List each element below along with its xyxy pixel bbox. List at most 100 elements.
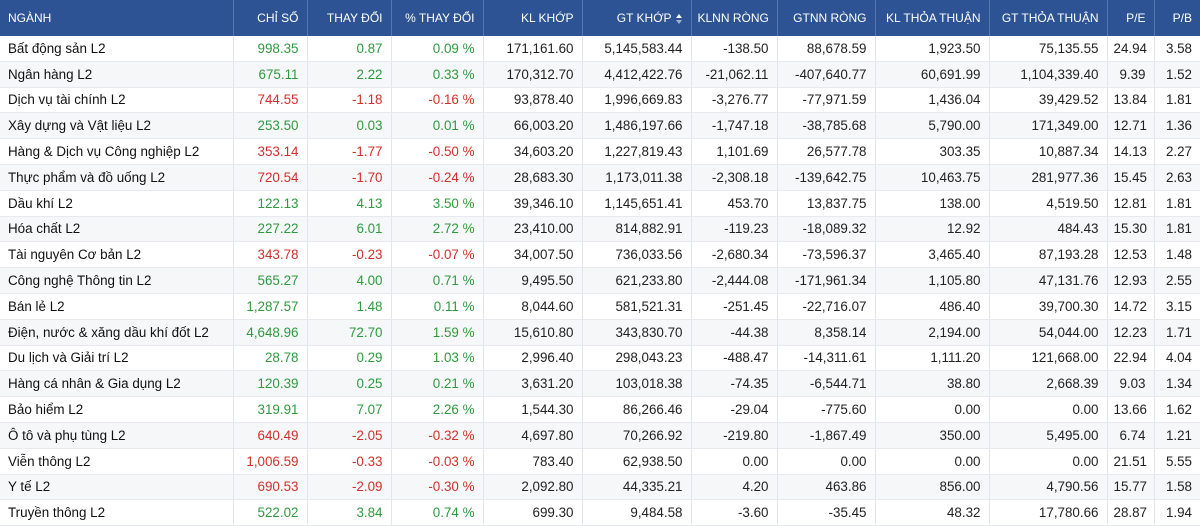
table-row[interactable]: Du lịch và Giải trí L2 28.78 0.29 1.03 % 2,9… (0, 345, 1200, 372)
cell-negotiated-volume: 303.35 (875, 138, 990, 165)
cell-foreign-net-value: -18,089.32 (777, 216, 876, 243)
cell-change: 2.22 (307, 61, 392, 88)
cell-index: 253.50 (233, 112, 308, 140)
cell-pct-change: 2.26 % (391, 396, 484, 423)
table-row[interactable]: Ô tô và phụ tùng L2 640.49 -2.05 -0.32 % 4,6… (0, 422, 1200, 449)
sort-desc-icon[interactable] (675, 13, 683, 24)
cell-foreign-net-value: 13,837.75 (777, 190, 876, 217)
cell-sector-name[interactable]: Ô tô và phụ tùng L2 (0, 422, 234, 449)
cell-foreign-net-volume: -44.38 (691, 319, 778, 346)
table-row[interactable]: Ngân hàng L2 675.11 2.22 0.33 % 170,312.70 4,… (0, 61, 1200, 88)
table-row[interactable]: Viễn thông L2 1,006.59 -0.33 -0.03 % 783.40 6… (0, 448, 1200, 475)
col-header-index[interactable]: CHỈ SỐ (233, 0, 308, 36)
table-row[interactable]: Xây dựng và Vật liệu L2 253.50 0.03 0.01 % 6… (0, 112, 1200, 140)
cell-pct-change: 0.11 % (391, 293, 484, 320)
cell-sector-name[interactable]: Dịch vụ tài chính L2 (0, 87, 234, 114)
cell-foreign-net-value: -171,961.34 (777, 267, 876, 294)
cell-matched-value: 814,882.91 (582, 216, 692, 243)
cell-negotiated-volume: 60,691.99 (875, 61, 990, 88)
cell-foreign-net-value: 8,358.14 (777, 319, 876, 346)
table-row[interactable]: Hàng & Dịch vụ Công nghiệp L2 353.14 -1.77… (0, 138, 1200, 165)
cell-pb: 1.94 (1154, 499, 1200, 526)
table-row[interactable]: Bảo hiểm L2 319.91 7.07 2.26 % 1,544.30 86,26… (0, 396, 1200, 423)
table-row[interactable]: Y tế L2 690.53 -2.09 -0.30 % 2,092.80 44,335.… (0, 474, 1200, 501)
table-row[interactable]: Hàng cá nhân & Gia dụng L2 120.39 0.25 0.21… (0, 370, 1200, 398)
cell-negotiated-value: 75,135.55 (989, 36, 1108, 62)
cell-sector-name[interactable]: Bảo hiểm L2 (0, 396, 234, 423)
cell-foreign-net-volume: -251.45 (691, 293, 778, 320)
table-row[interactable]: Bất động sản L2 998.35 0.87 0.09 % 171,161.6… (0, 36, 1200, 62)
col-header-pb[interactable]: P/B (1154, 0, 1200, 36)
table-row[interactable]: Truyền thông L2 522.02 3.84 0.74 % 699.30 9,4… (0, 499, 1200, 526)
cell-pct-change: 0.01 % (391, 112, 484, 140)
cell-sector-name[interactable]: Hóa chất L2 (0, 216, 234, 243)
table-row[interactable]: Hóa chất L2 227.22 6.01 2.72 % 23,410.00 814,… (0, 216, 1200, 243)
cell-matched-volume: 66,003.20 (483, 112, 583, 140)
table-row[interactable]: Thực phẩm và đồ uống L2 720.54 -1.70 -0.24 … (0, 164, 1200, 191)
cell-negotiated-value: 10,887.34 (989, 138, 1108, 165)
cell-sector-name[interactable]: Công nghệ Thông tin L2 (0, 267, 234, 294)
cell-foreign-net-value: -77,971.59 (777, 87, 876, 114)
cell-sector-name[interactable]: Thực phẩm và đồ uống L2 (0, 164, 234, 191)
col-header-foreign-net-value[interactable]: GTNN RÒNG (777, 0, 876, 36)
cell-matched-value: 1,173,011.38 (582, 164, 692, 191)
cell-pct-change: -0.07 % (391, 241, 484, 269)
cell-change: -1.77 (307, 138, 392, 165)
cell-matched-value: 62,938.50 (582, 448, 692, 475)
cell-pct-change: 0.21 % (391, 370, 484, 398)
table-row[interactable]: Bán lẻ L2 1,287.57 1.48 0.11 % 8,044.60 581,5… (0, 293, 1200, 320)
cell-change: 7.07 (307, 396, 392, 423)
table-row[interactable]: Tài nguyên Cơ bản L2 343.78 -0.23 -0.07 % 34… (0, 241, 1200, 269)
cell-sector-name[interactable]: Tài nguyên Cơ bản L2 (0, 241, 234, 269)
col-header-sector[interactable]: NGÀNH (0, 0, 234, 36)
cell-sector-name[interactable]: Viễn thông L2 (0, 448, 234, 475)
cell-pe: 6.74 (1107, 422, 1155, 449)
table-row[interactable]: Công nghệ Thông tin L2 565.27 4.00 0.71 % 9,… (0, 267, 1200, 294)
cell-matched-value: 581,521.31 (582, 293, 692, 320)
cell-pct-change: 0.33 % (391, 61, 484, 88)
cell-pe: 22.94 (1107, 345, 1155, 372)
cell-pb: 1.21 (1154, 422, 1200, 449)
table-header: NGÀNH CHỈ SỐ THAY ĐỔI % THAY ĐỔI KL KHỚP… (0, 0, 1200, 36)
cell-foreign-net-value: -14,311.61 (777, 345, 876, 372)
table-row[interactable]: Điện, nước & xăng dầu khí đốt L2 4,648.96… (0, 319, 1200, 346)
col-header-matched-value[interactable]: GT KHỚP (582, 0, 692, 36)
cell-pb: 3.58 (1154, 36, 1200, 62)
cell-negotiated-volume: 1,111.20 (875, 345, 990, 372)
cell-sector-name[interactable]: Điện, nước & xăng dầu khí đốt L2 (0, 319, 234, 346)
col-header-matched-volume[interactable]: KL KHỚP (483, 0, 583, 36)
col-header-negotiated-value[interactable]: GT THỎA THUẬN (989, 0, 1108, 36)
cell-sector-name[interactable]: Hàng & Dịch vụ Công nghiệp L2 (0, 138, 234, 165)
cell-pe: 15.30 (1107, 216, 1155, 243)
col-header-foreign-net-volume[interactable]: KLNN RÒNG (691, 0, 778, 36)
cell-sector-name[interactable]: Du lịch và Giải trí L2 (0, 345, 234, 372)
cell-foreign-net-value: 0.00 (777, 448, 876, 475)
cell-sector-name[interactable]: Y tế L2 (0, 474, 234, 501)
cell-change: -1.70 (307, 164, 392, 191)
cell-sector-name[interactable]: Xây dựng và Vật liệu L2 (0, 112, 234, 140)
cell-pb: 2.55 (1154, 267, 1200, 294)
cell-matched-value: 736,033.56 (582, 241, 692, 269)
col-header-pct-change[interactable]: % THAY ĐỔI (391, 0, 484, 36)
cell-index: 120.39 (233, 370, 308, 398)
cell-sector-name[interactable]: Dầu khí L2 (0, 190, 234, 217)
cell-sector-name[interactable]: Bán lẻ L2 (0, 293, 234, 320)
cell-index: 744.55 (233, 87, 308, 114)
table-row[interactable]: Dầu khí L2 122.13 4.13 3.50 % 39,346.10 1,145… (0, 190, 1200, 217)
cell-index: 343.78 (233, 241, 308, 269)
cell-sector-name[interactable]: Bất động sản L2 (0, 36, 234, 62)
table-row[interactable]: Dịch vụ tài chính L2 744.55 -1.18 -0.16 % 93… (0, 87, 1200, 114)
cell-matched-volume: 34,007.50 (483, 241, 583, 269)
cell-pct-change: -0.50 % (391, 138, 484, 165)
cell-matched-volume: 39,346.10 (483, 190, 583, 217)
col-header-negotiated-volume[interactable]: KL THỎA THUẬN (875, 0, 990, 36)
cell-pb: 1.81 (1154, 87, 1200, 114)
cell-sector-name[interactable]: Truyền thông L2 (0, 499, 234, 526)
cell-sector-name[interactable]: Ngân hàng L2 (0, 61, 234, 88)
cell-matched-volume: 8,044.60 (483, 293, 583, 320)
col-header-change[interactable]: THAY ĐỔI (307, 0, 392, 36)
cell-index: 690.53 (233, 474, 308, 501)
cell-pe: 14.13 (1107, 138, 1155, 165)
cell-sector-name[interactable]: Hàng cá nhân & Gia dụng L2 (0, 370, 234, 398)
col-header-pe[interactable]: P/E (1107, 0, 1155, 36)
